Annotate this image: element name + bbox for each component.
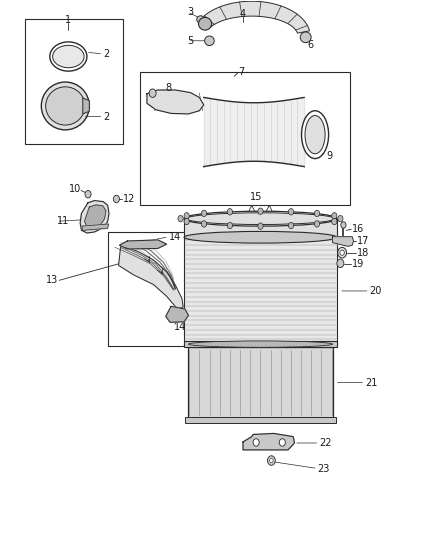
Text: 14: 14 <box>174 322 186 332</box>
Ellipse shape <box>184 231 337 243</box>
Text: 3: 3 <box>187 7 194 17</box>
Ellipse shape <box>184 211 337 226</box>
Ellipse shape <box>198 18 212 30</box>
Text: 5: 5 <box>187 36 194 46</box>
Text: 16: 16 <box>352 224 364 234</box>
Text: 7: 7 <box>239 67 245 77</box>
Text: 2: 2 <box>103 111 110 122</box>
Circle shape <box>289 208 293 215</box>
Circle shape <box>201 221 207 227</box>
Text: 9: 9 <box>326 151 332 161</box>
Circle shape <box>258 208 263 214</box>
Circle shape <box>338 215 343 222</box>
Text: 12: 12 <box>123 194 135 204</box>
Text: 6: 6 <box>307 41 313 50</box>
Text: 22: 22 <box>319 438 332 448</box>
Text: 19: 19 <box>352 259 364 269</box>
Bar <box>184 341 337 348</box>
Bar <box>141 72 350 205</box>
Bar <box>108 232 250 346</box>
Circle shape <box>332 213 337 219</box>
Text: 21: 21 <box>365 378 378 387</box>
Polygon shape <box>166 306 188 322</box>
Polygon shape <box>82 224 109 230</box>
Polygon shape <box>119 245 183 309</box>
Bar <box>184 238 337 344</box>
Polygon shape <box>200 1 310 33</box>
Polygon shape <box>332 237 353 246</box>
Ellipse shape <box>188 341 332 348</box>
Ellipse shape <box>186 213 335 224</box>
Ellipse shape <box>305 116 325 154</box>
Circle shape <box>258 223 263 229</box>
Circle shape <box>201 210 207 216</box>
Ellipse shape <box>197 16 205 23</box>
Text: 17: 17 <box>357 236 369 246</box>
Polygon shape <box>120 240 166 249</box>
Polygon shape <box>80 200 109 233</box>
Polygon shape <box>85 205 106 228</box>
Ellipse shape <box>301 111 328 159</box>
Circle shape <box>184 213 189 219</box>
Bar <box>188 348 332 418</box>
Circle shape <box>227 208 233 215</box>
Circle shape <box>337 259 344 268</box>
Circle shape <box>268 456 276 465</box>
Circle shape <box>340 250 344 255</box>
Circle shape <box>184 219 189 225</box>
Bar <box>25 19 123 144</box>
Text: 2: 2 <box>103 49 110 59</box>
Circle shape <box>178 215 183 222</box>
Text: 23: 23 <box>318 464 330 473</box>
Circle shape <box>332 219 337 225</box>
Circle shape <box>227 222 233 229</box>
Ellipse shape <box>205 36 214 45</box>
Ellipse shape <box>46 87 85 125</box>
Ellipse shape <box>41 82 89 130</box>
Text: 1: 1 <box>65 15 71 26</box>
Ellipse shape <box>300 32 311 43</box>
Polygon shape <box>147 90 204 114</box>
Circle shape <box>149 89 156 98</box>
Circle shape <box>338 247 346 258</box>
Text: 4: 4 <box>240 9 246 19</box>
Circle shape <box>270 458 273 463</box>
Circle shape <box>314 221 320 227</box>
Text: 8: 8 <box>165 83 171 93</box>
Text: 10: 10 <box>69 184 81 195</box>
Text: 15: 15 <box>250 192 262 203</box>
Circle shape <box>289 222 293 229</box>
Polygon shape <box>83 98 89 114</box>
Circle shape <box>85 190 91 198</box>
Bar <box>185 417 336 423</box>
Text: 11: 11 <box>57 216 69 227</box>
Circle shape <box>113 195 120 203</box>
Bar <box>184 219 337 237</box>
Circle shape <box>279 439 286 446</box>
Ellipse shape <box>53 45 84 68</box>
Polygon shape <box>243 433 294 450</box>
Text: 20: 20 <box>370 286 382 296</box>
Circle shape <box>341 222 346 228</box>
Text: 18: 18 <box>357 248 369 257</box>
Text: 13: 13 <box>46 276 58 285</box>
Ellipse shape <box>50 42 87 71</box>
Text: 14: 14 <box>169 232 181 242</box>
Circle shape <box>314 210 320 216</box>
Circle shape <box>253 439 259 446</box>
